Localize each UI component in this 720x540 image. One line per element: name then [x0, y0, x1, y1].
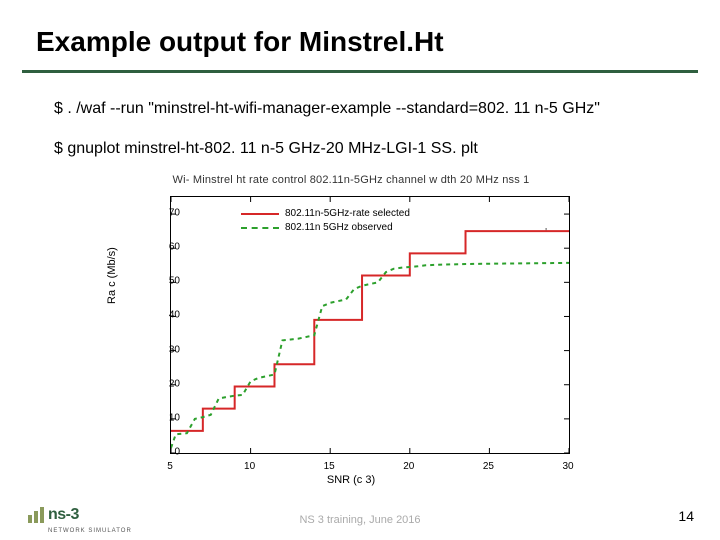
xtick-label: 25 — [476, 461, 500, 472]
xtick-label: 10 — [238, 461, 262, 472]
ytick-label: 0 — [156, 447, 180, 458]
x-axis-label: SNR (c 3) — [118, 474, 584, 486]
legend-item-observed: 802.11n 5GHz observed — [241, 221, 410, 235]
plot-area: 802.11n-5GHz-rate selected 802.11n 5GHz … — [170, 196, 570, 454]
chart-title: Wi- Minstrel ht rate control 802.11n-5GH… — [118, 174, 584, 186]
xtick-label: 20 — [397, 461, 421, 472]
ytick-label: 40 — [156, 310, 180, 321]
legend-label-selected: 802.11n-5GHz-rate selected — [285, 207, 410, 221]
y-axis-label: Ra c (Mb/s) — [106, 247, 118, 304]
page-title: Example output for Minstrel.Ht — [36, 26, 444, 58]
command-line-2: $ gnuplot minstrel-ht-802. 11 n-5 GHz-20… — [54, 140, 478, 158]
ytick-label: 10 — [156, 412, 180, 423]
series-observed — [171, 263, 569, 448]
ytick-label: 20 — [156, 378, 180, 389]
legend-trailing-mark: ' — [545, 227, 547, 238]
page-number: 14 — [678, 508, 694, 524]
ytick-label: 60 — [156, 242, 180, 253]
chart-legend: 802.11n-5GHz-rate selected 802.11n 5GHz … — [241, 207, 410, 235]
slide: Example output for Minstrel.Ht $ . /waf … — [0, 0, 720, 540]
legend-item-selected: 802.11n-5GHz-rate selected — [241, 207, 410, 221]
xtick-label: 15 — [317, 461, 341, 472]
ytick-label: 70 — [156, 208, 180, 219]
xtick-label: 30 — [556, 461, 580, 472]
legend-swatch-selected — [241, 213, 279, 215]
logo-subtext: NETWORK SIMULATOR — [48, 528, 132, 534]
footer-center-text: NS 3 training, June 2016 — [0, 514, 720, 526]
rate-chart: Wi- Minstrel ht rate control 802.11n-5GH… — [118, 174, 584, 484]
xtick-label: 5 — [158, 461, 182, 472]
ytick-label: 30 — [156, 344, 180, 355]
legend-swatch-observed — [241, 227, 279, 229]
plot-svg — [171, 197, 569, 453]
series-selected — [171, 231, 569, 431]
ytick-label: 50 — [156, 276, 180, 287]
command-line-1: $ . /waf --run "minstrel-ht-wifi-manager… — [54, 100, 600, 118]
legend-label-observed: 802.11n 5GHz observed — [285, 221, 393, 235]
title-rule — [22, 70, 698, 73]
